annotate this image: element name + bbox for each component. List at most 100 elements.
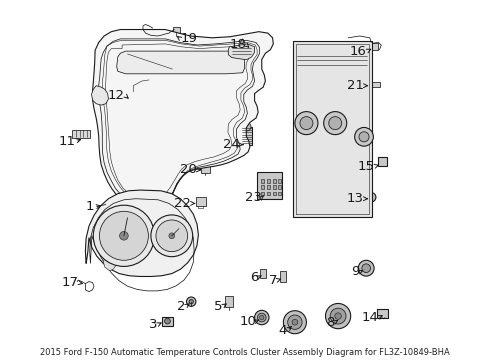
Text: 13: 13 — [346, 192, 363, 205]
Text: 11: 11 — [58, 135, 75, 148]
Text: 16: 16 — [349, 45, 366, 58]
FancyBboxPatch shape — [297, 196, 306, 210]
Text: 9: 9 — [350, 265, 359, 278]
Circle shape — [366, 193, 375, 202]
FancyBboxPatch shape — [319, 196, 327, 210]
Text: 20: 20 — [180, 163, 197, 176]
Text: 23: 23 — [244, 191, 261, 204]
Circle shape — [325, 303, 350, 329]
FancyBboxPatch shape — [173, 27, 180, 33]
FancyBboxPatch shape — [196, 197, 205, 206]
Polygon shape — [92, 30, 273, 210]
FancyBboxPatch shape — [260, 192, 264, 195]
Circle shape — [299, 117, 312, 130]
Polygon shape — [292, 41, 371, 217]
FancyBboxPatch shape — [257, 172, 281, 199]
FancyBboxPatch shape — [376, 309, 387, 318]
Text: 1: 1 — [85, 201, 94, 213]
FancyBboxPatch shape — [277, 192, 281, 195]
FancyBboxPatch shape — [228, 37, 233, 40]
FancyBboxPatch shape — [309, 68, 320, 79]
Circle shape — [361, 264, 370, 273]
Text: 21: 21 — [346, 79, 363, 92]
Text: 18: 18 — [229, 39, 246, 51]
Circle shape — [358, 132, 368, 142]
Circle shape — [93, 205, 154, 266]
Text: 6: 6 — [249, 271, 258, 284]
FancyBboxPatch shape — [322, 85, 332, 94]
FancyBboxPatch shape — [277, 185, 281, 189]
Circle shape — [105, 203, 108, 206]
Text: 4: 4 — [278, 324, 286, 337]
Polygon shape — [91, 86, 108, 105]
Circle shape — [287, 315, 302, 329]
Circle shape — [257, 313, 265, 322]
Circle shape — [120, 231, 128, 240]
FancyBboxPatch shape — [260, 185, 264, 189]
FancyBboxPatch shape — [259, 269, 265, 278]
FancyBboxPatch shape — [277, 179, 281, 183]
Circle shape — [357, 186, 370, 199]
Circle shape — [186, 297, 196, 306]
Polygon shape — [117, 51, 244, 74]
FancyBboxPatch shape — [369, 82, 379, 87]
Circle shape — [334, 313, 341, 319]
FancyBboxPatch shape — [334, 85, 344, 94]
FancyBboxPatch shape — [266, 192, 270, 195]
Circle shape — [151, 215, 192, 257]
Circle shape — [283, 311, 306, 334]
Circle shape — [328, 117, 341, 130]
Circle shape — [291, 319, 297, 325]
Polygon shape — [103, 255, 118, 271]
FancyBboxPatch shape — [241, 127, 251, 145]
Text: 5: 5 — [213, 300, 222, 313]
FancyBboxPatch shape — [266, 185, 270, 189]
FancyBboxPatch shape — [162, 317, 173, 326]
FancyBboxPatch shape — [266, 179, 270, 183]
FancyBboxPatch shape — [297, 68, 307, 79]
Text: 7: 7 — [268, 274, 277, 287]
FancyBboxPatch shape — [224, 296, 232, 307]
FancyBboxPatch shape — [129, 92, 137, 101]
Circle shape — [99, 211, 148, 260]
Circle shape — [259, 315, 264, 320]
Circle shape — [323, 112, 346, 135]
Polygon shape — [228, 44, 254, 59]
Circle shape — [294, 112, 317, 135]
Circle shape — [242, 122, 250, 131]
FancyBboxPatch shape — [297, 85, 307, 94]
Text: 19: 19 — [180, 32, 197, 45]
FancyBboxPatch shape — [272, 185, 276, 189]
Circle shape — [358, 260, 373, 276]
Circle shape — [254, 310, 268, 325]
Circle shape — [164, 318, 170, 324]
Text: 17: 17 — [61, 276, 78, 289]
FancyBboxPatch shape — [279, 271, 285, 282]
FancyBboxPatch shape — [272, 179, 276, 183]
Text: 8: 8 — [325, 316, 334, 329]
Text: 14: 14 — [361, 311, 378, 324]
Circle shape — [354, 127, 373, 146]
FancyBboxPatch shape — [201, 166, 210, 173]
FancyBboxPatch shape — [244, 46, 250, 51]
FancyBboxPatch shape — [308, 196, 317, 210]
Text: 10: 10 — [239, 315, 256, 328]
Text: 15: 15 — [357, 160, 374, 173]
Circle shape — [168, 233, 174, 239]
FancyBboxPatch shape — [309, 85, 320, 94]
FancyBboxPatch shape — [272, 192, 276, 195]
Text: 2015 Ford F-150 Automatic Temperature Controls Cluster Assembly Diagram for FL3Z: 2015 Ford F-150 Automatic Temperature Co… — [40, 348, 448, 356]
FancyBboxPatch shape — [366, 43, 377, 50]
FancyBboxPatch shape — [377, 157, 386, 166]
Circle shape — [189, 300, 193, 304]
Text: 3: 3 — [148, 318, 157, 331]
FancyBboxPatch shape — [329, 196, 338, 210]
FancyBboxPatch shape — [235, 37, 241, 40]
Text: 12: 12 — [108, 89, 125, 102]
Text: 22: 22 — [174, 197, 191, 210]
FancyBboxPatch shape — [72, 130, 90, 138]
Circle shape — [156, 220, 187, 252]
FancyBboxPatch shape — [322, 68, 332, 79]
FancyBboxPatch shape — [260, 179, 264, 183]
Text: 2: 2 — [176, 300, 185, 313]
